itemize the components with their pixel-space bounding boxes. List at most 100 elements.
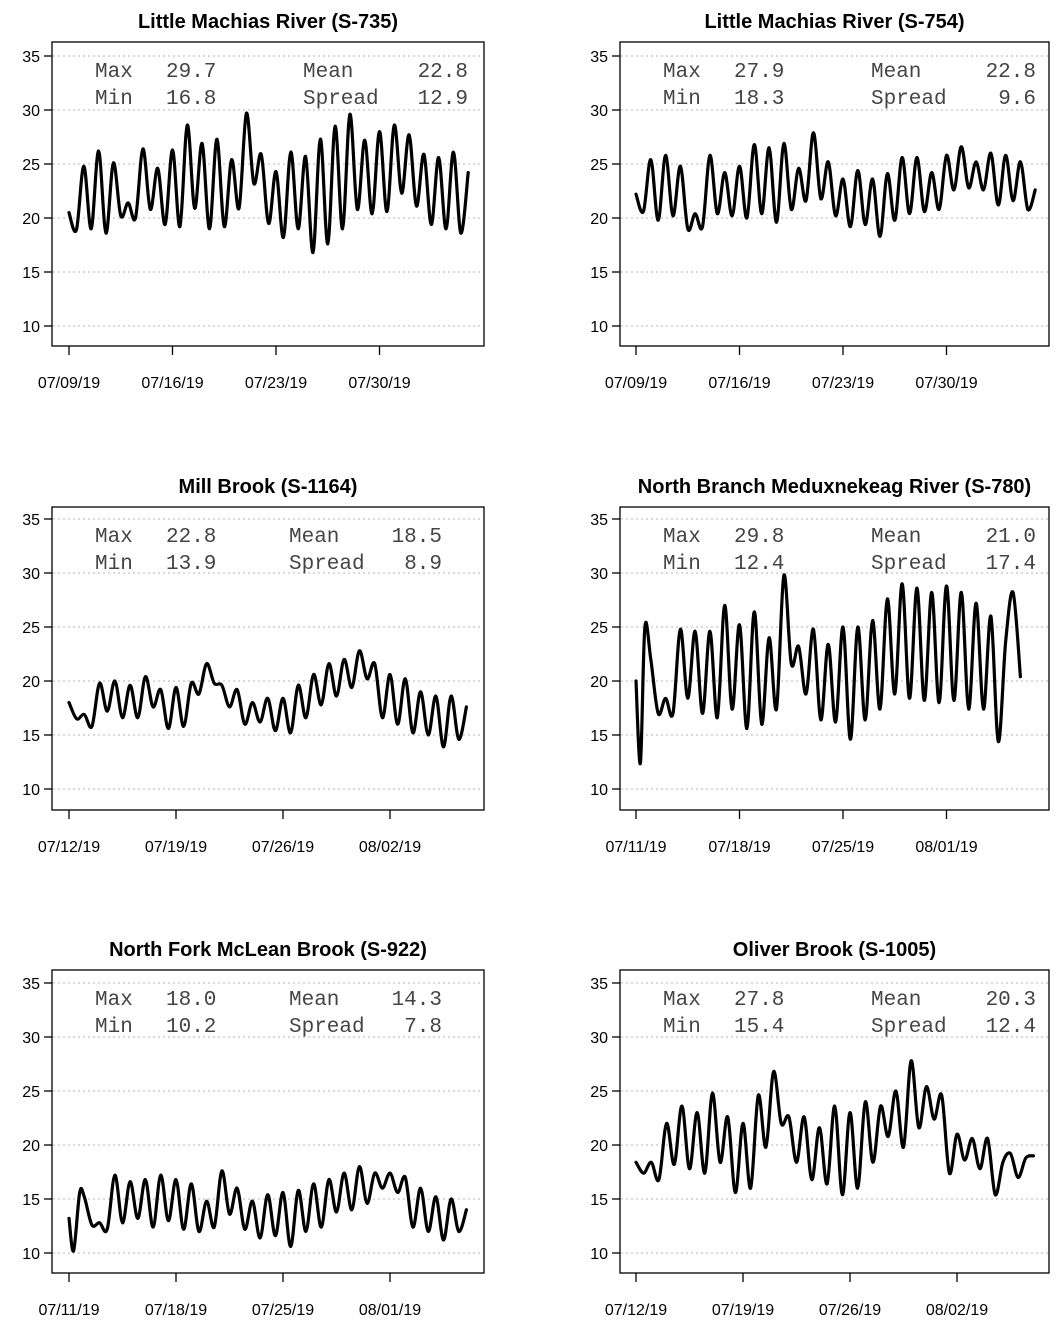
stat-spread-label: Spread: [871, 88, 947, 111]
x-tick-label: 07/26/19: [252, 839, 314, 856]
stat-min-value: 16.8: [166, 88, 216, 111]
stat-min-label: Min: [663, 553, 701, 576]
plot-frame: [51, 506, 485, 811]
plot-frame: [619, 506, 1050, 811]
plot-frame: [619, 41, 1050, 347]
stat-spread-label: Spread: [303, 88, 379, 111]
y-tick-label: 10: [590, 782, 608, 799]
x-tick-label: 07/19/19: [712, 1302, 774, 1319]
chart-title: Little Machias River (S-754): [704, 11, 964, 33]
y-tick-label: 30: [590, 103, 608, 120]
x-tick-label: 07/25/19: [812, 839, 874, 856]
stat-max-label: Max: [95, 989, 133, 1012]
stat-mean-value: 14.3: [392, 989, 442, 1012]
x-tick-label: 07/12/19: [605, 1302, 667, 1319]
y-tick-label: 15: [590, 265, 608, 282]
stat-max-label: Max: [95, 526, 133, 549]
series-line: [67, 649, 468, 749]
stat-mean-label: Mean: [871, 61, 921, 84]
stat-min-value: 13.9: [166, 553, 216, 576]
stat-min-label: Min: [663, 88, 701, 111]
series-line: [634, 1059, 1035, 1197]
stat-spread-value: 12.4: [986, 1016, 1036, 1039]
series-line: [67, 111, 470, 255]
series-line: [634, 573, 1022, 766]
stat-mean-label: Mean: [289, 526, 339, 549]
chart-title: North Branch Meduxnekeag River (S-780): [638, 476, 1031, 498]
x-tick-label: 08/02/19: [359, 839, 421, 856]
x-tick-label: 07/16/19: [708, 375, 770, 392]
stat-min-value: 10.2: [166, 1016, 216, 1039]
stat-spread-value: 7.8: [404, 1016, 442, 1039]
stat-max-label: Max: [663, 526, 701, 549]
y-tick-label: 20: [22, 211, 40, 228]
stat-mean-label: Mean: [871, 989, 921, 1012]
stat-spread-label: Spread: [871, 553, 947, 576]
stat-spread-label: Spread: [289, 1016, 365, 1039]
stat-mean-value: 18.5: [392, 526, 442, 549]
y-tick-label: 35: [590, 976, 608, 993]
stat-max-label: Max: [95, 61, 133, 84]
x-tick-label: 07/16/19: [141, 375, 203, 392]
stat-spread-value: 8.9: [404, 553, 442, 576]
plot-frame: [51, 969, 485, 1274]
y-tick-label: 25: [590, 157, 608, 174]
chart-panel: Little Machias River (S-735) 10 15 20 25 30 35…: [22, 11, 485, 392]
x-tick-label: 08/01/19: [359, 1302, 421, 1319]
x-tick-label: 08/01/19: [915, 839, 977, 856]
chart-panel: North Fork McLean Brook (S-922) 10 15 20 25 3…: [22, 939, 485, 1319]
x-tick-label: 07/12/19: [38, 839, 100, 856]
stat-max-label: Max: [663, 989, 701, 1012]
chart-title: Little Machias River (S-735): [138, 11, 398, 33]
stat-min-value: 18.3: [734, 88, 784, 111]
stat-mean-value: 22.8: [418, 61, 468, 84]
stat-max-value: 18.0: [166, 989, 216, 1012]
y-tick-label: 10: [590, 319, 608, 336]
stat-mean-label: Mean: [289, 989, 339, 1012]
x-tick-label: 07/09/19: [38, 375, 100, 392]
x-tick-label: 07/30/19: [348, 375, 410, 392]
x-tick-label: 07/26/19: [819, 1302, 881, 1319]
y-tick-label: 10: [22, 1246, 40, 1263]
y-tick-label: 30: [590, 1030, 608, 1047]
y-tick-label: 20: [590, 674, 608, 691]
stat-min-label: Min: [663, 1016, 701, 1039]
y-tick-label: 15: [590, 1192, 608, 1209]
y-tick-label: 30: [590, 566, 608, 583]
x-tick-label: 07/18/19: [145, 1302, 207, 1319]
y-tick-label: 20: [22, 674, 40, 691]
y-tick-label: 35: [22, 976, 40, 993]
chart-panel: Oliver Brook (S-1005) 10 15 20 25 30 35 07/12/1…: [590, 939, 1050, 1319]
stat-max-value: 29.8: [734, 526, 784, 549]
chart-panel: Mill Brook (S-1164) 10 15 20 25 30 35 07/12/19 0…: [22, 476, 485, 856]
x-tick-label: 07/11/19: [38, 1302, 99, 1319]
series-line: [67, 1164, 468, 1253]
stat-min-label: Min: [95, 1016, 133, 1039]
y-tick-label: 10: [22, 319, 40, 336]
stat-mean-value: 22.8: [986, 61, 1036, 84]
series-line: [634, 131, 1037, 239]
y-tick-label: 30: [22, 103, 40, 120]
y-tick-label: 25: [22, 1084, 40, 1101]
x-tick-label: 07/11/19: [605, 839, 666, 856]
x-tick-label: 07/19/19: [145, 839, 207, 856]
y-tick-label: 20: [590, 1138, 608, 1155]
stat-max-value: 27.9: [734, 61, 784, 84]
x-tick-label: 08/02/19: [926, 1302, 988, 1319]
stat-spread-value: 17.4: [986, 553, 1036, 576]
y-tick-label: 30: [22, 1030, 40, 1047]
y-tick-label: 25: [590, 620, 608, 637]
y-tick-label: 35: [22, 49, 40, 66]
y-tick-label: 25: [22, 157, 40, 174]
stat-spread-label: Spread: [871, 1016, 947, 1039]
y-tick-label: 10: [22, 782, 40, 799]
stat-mean-label: Mean: [871, 526, 921, 549]
y-tick-label: 35: [22, 512, 40, 529]
x-tick-label: 07/23/19: [245, 375, 307, 392]
stat-min-label: Min: [95, 88, 133, 111]
stat-spread-value: 9.6: [998, 88, 1036, 111]
stat-min-value: 12.4: [734, 553, 784, 576]
stat-mean-value: 21.0: [986, 526, 1036, 549]
y-tick-label: 15: [590, 728, 608, 745]
